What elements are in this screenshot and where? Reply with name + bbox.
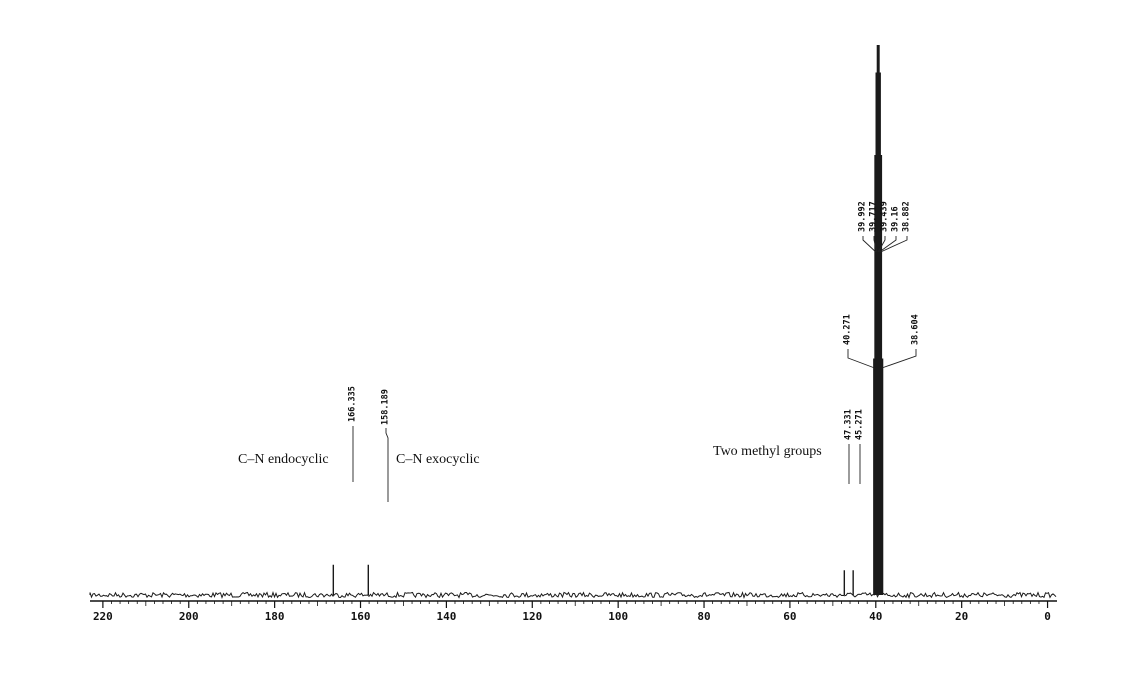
peak-leader: [847, 349, 875, 369]
x-tick-label: 60: [783, 610, 796, 623]
peak-label: 158.189: [381, 389, 391, 425]
baseline-noise: [89, 591, 1057, 600]
x-tick-label: 160: [351, 610, 371, 623]
peak-leader: [873, 236, 878, 253]
x-tick-label: 20: [955, 610, 968, 623]
peak-label: 39.16: [891, 206, 901, 232]
x-tick-label: 120: [522, 610, 542, 623]
annotation: C–N endocyclic: [238, 452, 329, 467]
annotation: C–N exocyclic: [396, 452, 480, 467]
x-tick-label: 100: [608, 610, 628, 623]
x-tick-label: 220: [93, 610, 113, 623]
annotation: Two methyl groups: [713, 444, 822, 459]
peak-label: 40.271: [843, 314, 853, 345]
peak-label: 45.271: [855, 409, 865, 440]
x-tick-label: 140: [436, 610, 456, 623]
peak-label: 38.882: [902, 201, 912, 232]
peak-leader: [880, 236, 908, 253]
x-tick-label: 0: [1044, 610, 1051, 623]
peak-label: 39.717: [869, 201, 879, 232]
peak-leader: [862, 236, 877, 253]
peak-leader: [385, 428, 389, 502]
peak-label: 166.335: [348, 386, 358, 422]
x-tick-label: 180: [265, 610, 285, 623]
peak-leader: [877, 236, 886, 253]
peak-leader: [879, 236, 897, 253]
peak-leader: [881, 349, 917, 369]
peak-label: 39.439: [880, 201, 890, 232]
peak-label: 38.604: [911, 314, 921, 345]
x-tick-label: 80: [697, 610, 710, 623]
peak-label: 39.992: [858, 201, 868, 232]
peak-label: 47.331: [844, 409, 854, 440]
x-tick-label: 200: [179, 610, 199, 623]
x-tick-label: 40: [869, 610, 882, 623]
